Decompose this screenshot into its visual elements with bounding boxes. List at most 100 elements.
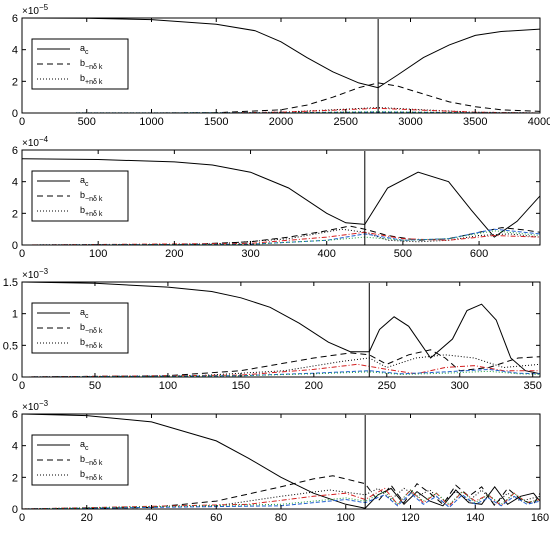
series-line-2 xyxy=(22,349,540,377)
legend-label-sub: +nδ k xyxy=(85,211,103,218)
legend-label-sub: +nδ k xyxy=(85,79,103,86)
x-tick-label: 4000 xyxy=(528,116,550,128)
series-line-6 xyxy=(22,370,540,377)
legend-label-sub: c xyxy=(85,313,89,320)
x-tick-label: 2500 xyxy=(334,116,358,128)
series-line-5 xyxy=(22,228,540,245)
exponent-power: −3 xyxy=(39,399,49,408)
legend-label-sub: c xyxy=(85,49,89,56)
x-tick-label: 200 xyxy=(305,380,323,392)
x-tick-label: 0 xyxy=(19,248,25,260)
legend-label: ac xyxy=(80,43,89,56)
legend-label: b+nδ k xyxy=(80,469,103,482)
legend-label: b−nδ k xyxy=(80,454,103,467)
y-tick-label: 6 xyxy=(12,13,18,25)
x-tick-label: 200 xyxy=(165,248,183,260)
x-tick-label: 500 xyxy=(78,116,96,128)
legend-label: ac xyxy=(80,307,89,320)
x-tick-label: 0 xyxy=(19,512,25,524)
y-tick-label: 2 xyxy=(12,472,18,484)
y-tick-label: 0 xyxy=(12,240,18,252)
x-tick-label: 1500 xyxy=(204,116,228,128)
y-tick-label: 0 xyxy=(12,372,18,384)
x-tick-label: 100 xyxy=(89,248,107,260)
y-tick-label: 4 xyxy=(12,45,18,57)
series-line-6 xyxy=(22,489,540,509)
legend-label-main: b xyxy=(80,58,85,68)
legend-label: ac xyxy=(80,439,89,452)
legend-label-sub: c xyxy=(85,445,89,452)
exponent-base: ×10 xyxy=(22,138,39,149)
series-line-4 xyxy=(22,231,540,245)
legend-label: b−nδ k xyxy=(80,322,103,335)
x-tick-label: 250 xyxy=(378,380,396,392)
series-line-1 xyxy=(22,18,540,89)
series-line-4 xyxy=(22,363,540,377)
y-tick-label: 0 xyxy=(12,108,18,120)
y-tick-label: 6 xyxy=(12,145,18,157)
y-tick-label: 1 xyxy=(12,309,18,321)
x-tick-label: 100 xyxy=(159,380,177,392)
legend-label-sub: −nδ k xyxy=(85,64,103,71)
series-line-1 xyxy=(22,158,540,238)
legend-label-sub: −nδ k xyxy=(85,460,103,467)
legend-label-main: a xyxy=(80,175,85,185)
x-tick-label: 150 xyxy=(232,380,250,392)
y-axis-exponent: ×10−3 xyxy=(22,399,49,413)
x-tick-label: 3000 xyxy=(398,116,422,128)
legend-label: b−nδ k xyxy=(80,58,103,71)
x-tick-label: 0 xyxy=(19,380,25,392)
legend-label-main: a xyxy=(80,307,85,317)
legend-label: b+nδ k xyxy=(80,73,103,86)
x-tick-label: 100 xyxy=(337,512,355,524)
legend-label-main: b xyxy=(80,205,85,215)
legend-label-sub: +nδ k xyxy=(85,343,103,350)
y-tick-label: 2 xyxy=(12,208,18,220)
legend-label: ac xyxy=(80,175,89,188)
y-tick-label: 4 xyxy=(12,441,18,453)
y-axis-exponent: ×10−5 xyxy=(22,3,49,17)
y-axis-exponent: ×10−4 xyxy=(22,135,49,149)
series-line-1 xyxy=(22,282,540,375)
chart-panel-3: 0 50 100 150 200 250 300 35000.511.5×10−3acb−nδ… xyxy=(3,267,542,392)
y-axis-exponent: ×10−3 xyxy=(22,267,49,281)
x-tick-label: 0 xyxy=(19,116,25,128)
axes-frame xyxy=(21,281,541,378)
x-tick-label: 40 xyxy=(145,512,157,524)
y-tick-label: 4 xyxy=(12,177,18,189)
x-tick-label: 20 xyxy=(81,512,93,524)
y-tick-label: 6 xyxy=(12,409,18,421)
exponent-base: ×10 xyxy=(22,402,39,413)
legend-label-main: a xyxy=(80,439,85,449)
legend-label-sub: c xyxy=(85,181,89,188)
legend-label-main: a xyxy=(80,43,85,53)
series-line-4 xyxy=(22,487,540,509)
x-tick-label: 400 xyxy=(318,248,336,260)
legend-label-main: b xyxy=(80,337,85,347)
exponent-power: −5 xyxy=(39,3,49,12)
legend-label-main: b xyxy=(80,73,85,83)
series-line-1 xyxy=(22,414,540,509)
series-line-4 xyxy=(22,107,540,113)
y-tick-label: 2 xyxy=(12,76,18,88)
x-tick-label: 300 xyxy=(451,380,469,392)
x-tick-label: 3500 xyxy=(463,116,487,128)
x-tick-label: 120 xyxy=(401,512,419,524)
series-line-6 xyxy=(22,230,540,245)
legend-label-main: b xyxy=(80,190,85,200)
x-tick-label: 1000 xyxy=(139,116,163,128)
x-tick-label: 300 xyxy=(241,248,259,260)
legend-label: b+nδ k xyxy=(80,205,103,218)
y-tick-label: 1.5 xyxy=(3,277,18,289)
x-tick-label: 50 xyxy=(89,380,101,392)
series-line-2 xyxy=(22,82,540,113)
exponent-base: ×10 xyxy=(22,270,39,281)
x-tick-label: 500 xyxy=(394,248,412,260)
legend-label-sub: −nδ k xyxy=(85,328,103,335)
x-tick-label: 140 xyxy=(466,512,484,524)
legend-label: b−nδ k xyxy=(80,190,103,203)
series-line-5 xyxy=(22,492,540,509)
